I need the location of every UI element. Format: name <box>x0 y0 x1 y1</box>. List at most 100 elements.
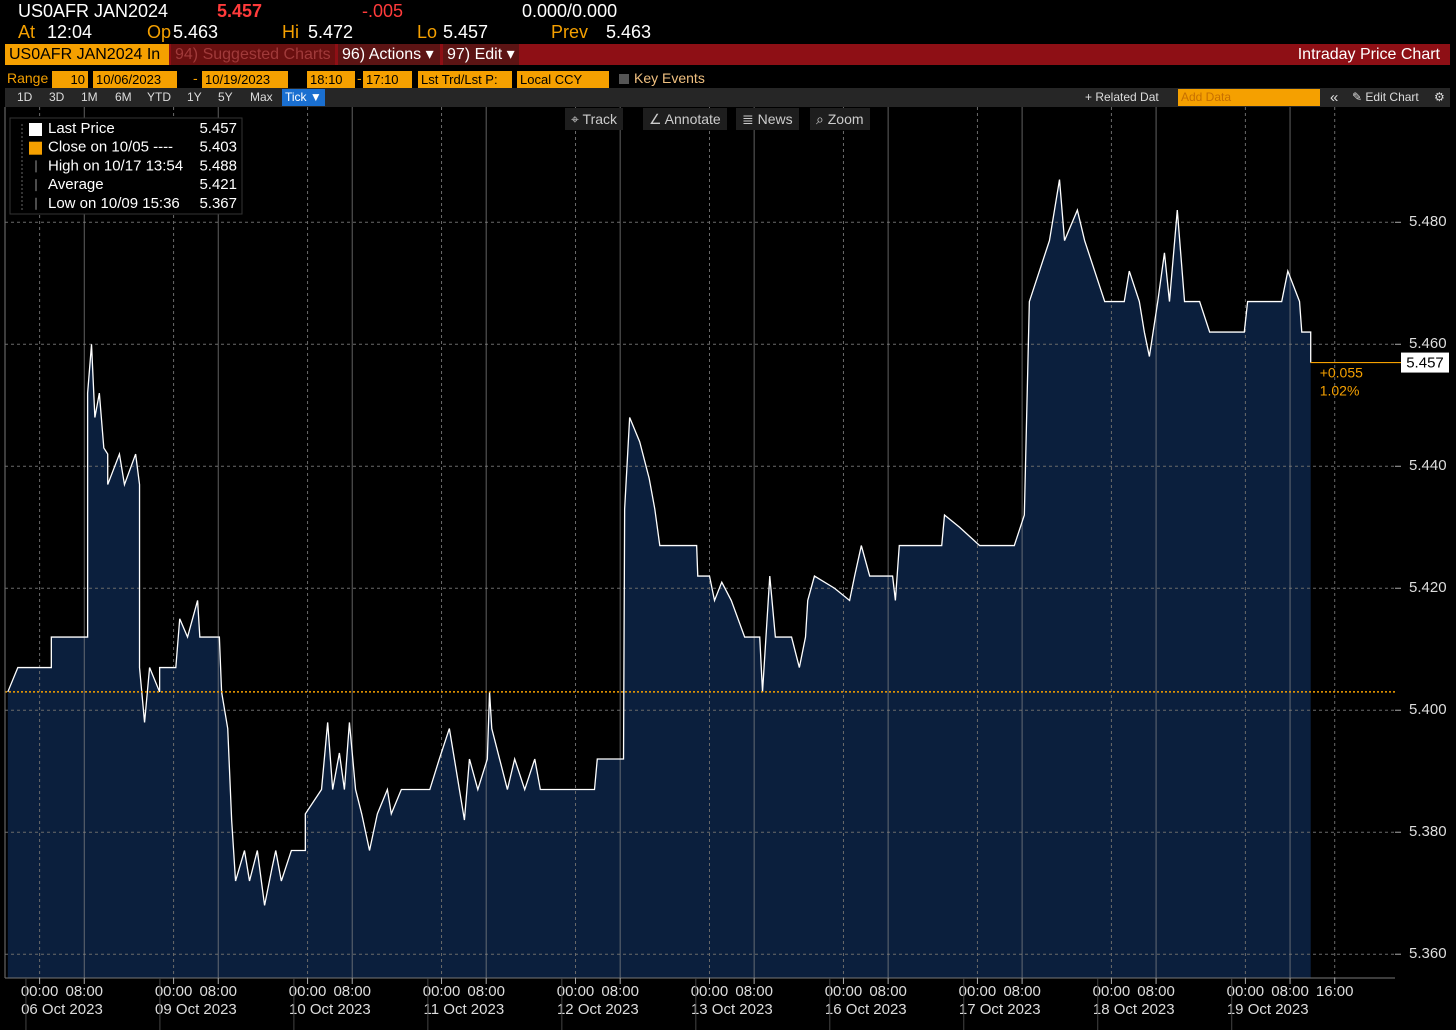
at-label: At <box>18 22 36 42</box>
legend-value: 5.421 <box>199 176 237 193</box>
chart-tool-label: Annotate <box>664 111 721 127</box>
period-button[interactable]: 5Y <box>218 90 233 104</box>
bid-ask: 0.000/0.000 <box>522 1 618 21</box>
period-button[interactable]: 3D <box>49 90 65 104</box>
x-date-label: 16 Oct 2023 <box>825 1001 907 1018</box>
edit-menu[interactable]: 97) Edit ▾ <box>443 44 519 65</box>
security-field[interactable]: US0AFR JAN2024 In <box>5 44 169 65</box>
x-date-label: 17 Oct 2023 <box>959 1001 1041 1018</box>
x-tick-label: 08:00 <box>601 983 639 1000</box>
x-tick-label: 08:00 <box>869 983 907 1000</box>
x-date-label: 09 Oct 2023 <box>155 1001 237 1018</box>
y-tick-label: 5.420 <box>1409 579 1447 596</box>
x-tick-label: 00:00 <box>1227 983 1265 1000</box>
chart-tool[interactable]: ∠ Annotate <box>643 108 727 130</box>
x-date-label: 10 Oct 2023 <box>289 1001 371 1018</box>
legend-value: 5.403 <box>199 139 237 156</box>
legend-label: High on 10/17 13:54 <box>48 157 183 174</box>
chart-tool[interactable]: ≣ News <box>736 108 799 130</box>
high-label: Hi <box>282 22 299 42</box>
x-tick-label: 08:00 <box>1137 983 1175 1000</box>
legend-label: Average <box>48 176 104 193</box>
x-tick-label: 00:00 <box>691 983 729 1000</box>
x-tick-label: 00:00 <box>557 983 595 1000</box>
suggested-charts[interactable]: 94) Suggested Charts <box>171 44 335 65</box>
chart-tool[interactable]: ⌕ Zoom <box>810 108 870 130</box>
period-button[interactable]: Tick ▼ <box>282 89 325 106</box>
date-dash: - <box>193 70 198 86</box>
legend-label: Last Price <box>48 120 115 137</box>
add-data[interactable]: Add Data <box>1178 89 1320 106</box>
ticker: US0AFR JAN2024 <box>18 1 169 21</box>
settings[interactable]: ⚙ <box>1434 90 1445 104</box>
y-tick-label: 5.440 <box>1409 457 1447 474</box>
last-value-box <box>1401 352 1449 373</box>
end-time[interactable]: 17:10 <box>363 71 412 88</box>
legend-box <box>9 117 243 215</box>
x-tick-label: 00:00 <box>21 983 59 1000</box>
legend-swatch <box>29 141 42 155</box>
x-tick-label: 08:00 <box>65 983 103 1000</box>
change-pct-label: 1.02% <box>1320 382 1360 398</box>
price-mode[interactable]: Lst Trd/Lst P: <box>418 71 512 88</box>
end-date[interactable]: 10/19/2023 <box>202 71 288 88</box>
legend-value: 5.457 <box>199 120 237 137</box>
start-time[interactable]: 18:10 <box>307 71 355 88</box>
legend-label: Close on 10/05 ---- <box>48 139 173 156</box>
last-value-label: 5.457 <box>1406 355 1444 372</box>
open-value: 5.463 <box>173 22 219 42</box>
x-tick-label: 00:00 <box>825 983 863 1000</box>
period-button[interactable]: 6M <box>115 90 132 104</box>
page-title: Intraday Price Chart <box>1297 46 1440 63</box>
change-label: +0.055 <box>1320 364 1363 380</box>
edit-chart[interactable]: ✎ Edit Chart <box>1352 90 1419 104</box>
x-tick-label: 16:00 <box>1316 983 1354 1000</box>
key-events-checkbox[interactable] <box>619 74 629 84</box>
period-button[interactable]: 1Y <box>187 90 202 104</box>
y-tick-label: 5.360 <box>1409 945 1447 962</box>
price-change: -.005 <box>362 1 404 21</box>
period-bar <box>5 88 1450 107</box>
open-label: Op <box>147 22 172 42</box>
prev-label: Prev <box>551 22 589 42</box>
legend-label: Low on 10/09 15:36 <box>48 195 180 212</box>
at-time: 12:04 <box>47 22 93 42</box>
period-button[interactable]: 1M <box>81 90 98 104</box>
area-fill <box>7 179 1311 979</box>
collapse[interactable]: « <box>1330 89 1339 106</box>
range-label: Range <box>7 70 49 86</box>
actions-menu[interactable]: 96) Actions ▾ <box>338 44 440 65</box>
x-tick-label: 08:00 <box>333 983 371 1000</box>
period-button[interactable]: Max <box>250 90 273 104</box>
x-tick-label: 08:00 <box>735 983 773 1000</box>
high-value: 5.472 <box>308 22 354 42</box>
x-date-label: 13 Oct 2023 <box>691 1001 773 1018</box>
x-date-label: 06 Oct 2023 <box>21 1001 103 1018</box>
x-tick-label: 00:00 <box>289 983 327 1000</box>
legend: Last Price 5.457 Close on 10/05 ---- 5.403 H… <box>9 117 243 215</box>
low-value: 5.457 <box>443 22 489 42</box>
period-button[interactable]: 1D <box>17 90 33 104</box>
key-events-label: Key Events <box>634 70 705 86</box>
x-date-label: 12 Oct 2023 <box>557 1001 639 1018</box>
related-data[interactable]: + Related Dat <box>1085 90 1159 104</box>
start-date[interactable]: 10/06/2023 <box>93 71 177 88</box>
x-tick-label: 08:00 <box>467 983 505 1000</box>
x-date-label: 18 Oct 2023 <box>1093 1001 1175 1018</box>
range-count[interactable]: 10 <box>52 71 88 88</box>
x-date-label: 11 Oct 2023 <box>424 1001 505 1018</box>
prev-value: 5.463 <box>606 22 652 42</box>
last-price: 5.457 <box>217 1 263 21</box>
x-tick-label: 00:00 <box>423 983 461 1000</box>
y-tick-label: 5.460 <box>1409 335 1447 352</box>
x-tick-label: 00:00 <box>155 983 193 1000</box>
chart-tool-label: News <box>757 111 793 127</box>
x-tick-label: 00:00 <box>959 983 997 1000</box>
period-button[interactable]: YTD <box>147 90 171 104</box>
y-tick-label: 5.380 <box>1409 823 1447 840</box>
chart-tool[interactable]: ⌖ Track <box>565 108 624 130</box>
currency[interactable]: Local CCY <box>517 71 609 88</box>
chart-tool-label: Track <box>582 111 618 127</box>
